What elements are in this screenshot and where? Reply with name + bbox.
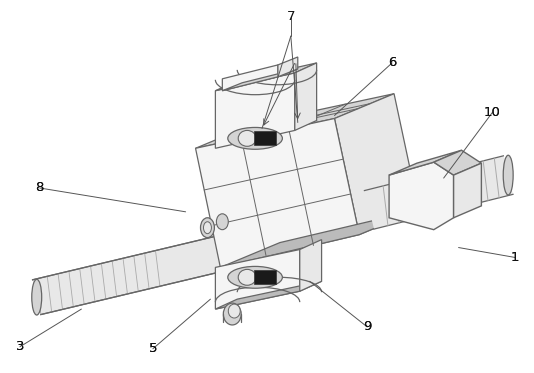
Polygon shape bbox=[434, 150, 481, 175]
Ellipse shape bbox=[32, 279, 42, 315]
FancyBboxPatch shape bbox=[254, 131, 276, 145]
Text: 3: 3 bbox=[15, 340, 24, 353]
Polygon shape bbox=[334, 94, 419, 235]
Ellipse shape bbox=[238, 269, 256, 285]
Text: 9: 9 bbox=[363, 320, 372, 333]
Text: 8: 8 bbox=[36, 182, 44, 194]
Ellipse shape bbox=[223, 303, 241, 325]
Text: 10: 10 bbox=[484, 106, 501, 119]
Ellipse shape bbox=[228, 266, 282, 288]
Polygon shape bbox=[215, 250, 300, 309]
Ellipse shape bbox=[216, 214, 229, 230]
Polygon shape bbox=[221, 210, 419, 267]
Polygon shape bbox=[453, 163, 481, 218]
Polygon shape bbox=[195, 94, 394, 148]
Text: 8: 8 bbox=[36, 182, 44, 194]
Polygon shape bbox=[215, 63, 317, 91]
Polygon shape bbox=[278, 57, 298, 77]
Polygon shape bbox=[222, 65, 278, 91]
Text: 5: 5 bbox=[148, 342, 157, 355]
Text: 1: 1 bbox=[511, 251, 520, 264]
Polygon shape bbox=[295, 63, 317, 131]
Text: 10: 10 bbox=[484, 106, 501, 119]
Polygon shape bbox=[389, 150, 461, 175]
FancyBboxPatch shape bbox=[254, 270, 276, 284]
Text: 1: 1 bbox=[511, 251, 520, 264]
Text: 9: 9 bbox=[363, 320, 372, 333]
Ellipse shape bbox=[229, 304, 240, 318]
Polygon shape bbox=[222, 69, 298, 91]
Text: 3: 3 bbox=[15, 340, 24, 353]
Polygon shape bbox=[389, 162, 453, 230]
Polygon shape bbox=[215, 73, 295, 148]
Polygon shape bbox=[364, 156, 513, 229]
Ellipse shape bbox=[200, 218, 214, 238]
Text: 6: 6 bbox=[388, 56, 396, 69]
Ellipse shape bbox=[238, 131, 256, 146]
Polygon shape bbox=[215, 281, 321, 309]
Ellipse shape bbox=[503, 155, 513, 195]
Ellipse shape bbox=[203, 222, 211, 233]
Polygon shape bbox=[33, 236, 224, 314]
Text: 5: 5 bbox=[148, 342, 157, 355]
Polygon shape bbox=[300, 239, 321, 291]
Text: 7: 7 bbox=[287, 10, 295, 23]
Text: 6: 6 bbox=[388, 56, 396, 69]
Ellipse shape bbox=[228, 128, 282, 149]
Polygon shape bbox=[195, 119, 359, 267]
